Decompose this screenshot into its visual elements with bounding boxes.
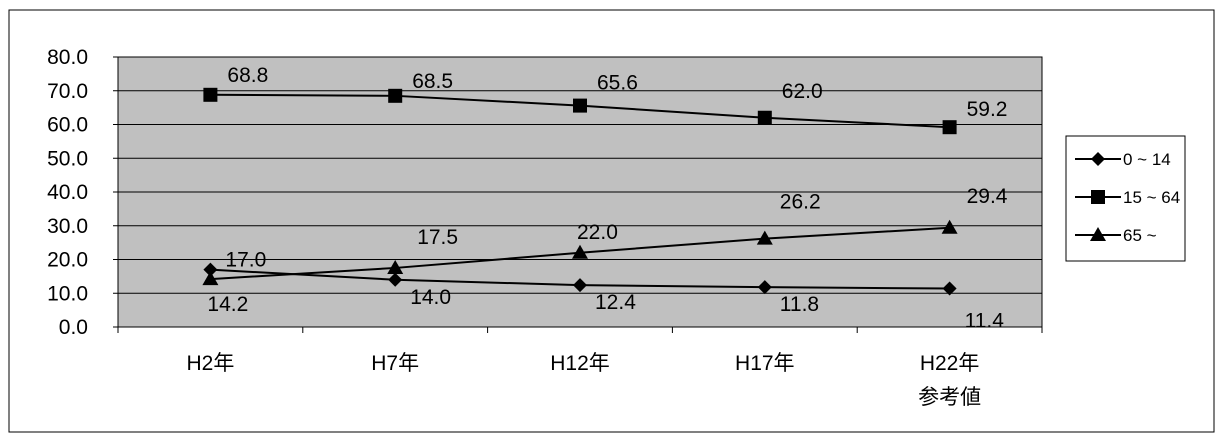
data-label: 68.8 [227,64,268,87]
data-label: 11.4 [965,310,1005,333]
triangle-marker [572,244,588,259]
diamond-marker [942,281,957,296]
y-tick-label: 30.0 [47,215,88,238]
axes: 0.0 10.0 20.0 30.0 40.0 50.0 60.0 70.0 80.0 H2年 H7… [47,46,1043,409]
triangle-marker [1090,227,1106,241]
diamond-marker [203,262,218,277]
data-label: 12.4 [595,291,636,314]
y-tick-label: 50.0 [47,147,88,170]
triangle-marker [202,271,219,286]
x-tick-label: H12年 [550,352,610,375]
gridlines [118,90,1042,294]
square-marker [942,120,957,135]
x-tick-label: H7年 [371,352,419,375]
legend-label: 0 ~ 14 [1123,150,1171,169]
series-lines [202,87,958,296]
x-tick-label: H2年 [186,352,234,375]
series-triangle [202,219,958,286]
data-label: 14.2 [207,293,248,316]
y-tick-label: 80.0 [47,46,88,69]
data-label: 59.2 [967,98,1008,121]
legend-item: 65 ~ [1075,226,1157,245]
square-marker [757,110,772,125]
x-tick-label: H17年 [735,352,795,375]
diamond-marker [573,278,587,293]
data-label: 14.0 [410,286,451,309]
legend: 0 ~ 14 15 ~ 64 65 ~ [1065,135,1186,262]
square-marker [1091,190,1105,204]
y-tick-label: 10.0 [47,282,88,305]
series-square [203,87,957,135]
data-label: 11.8 [780,293,819,316]
square-marker [203,87,218,102]
x-tick-label: 参考値 [918,386,981,409]
square-marker [573,98,587,113]
triangle-marker [756,230,773,245]
data-labels: 17.0 14.0 12.4 11.8 11.4 68.8 68.5 65.6 62.0 59.2… [207,64,1007,333]
data-label: 29.4 [967,185,1008,208]
y-tick-label: 20.0 [47,249,88,272]
legend-label: 65 ~ [1123,226,1157,245]
data-label: 62.0 [782,80,823,103]
x-tick-label: H22年 [920,352,980,375]
series-diamond [203,262,957,296]
y-tick-label: 60.0 [47,114,88,137]
legend-item: 0 ~ 14 [1075,150,1171,169]
square-marker [388,88,403,103]
data-label: 65.6 [597,72,638,95]
diamond-marker [757,280,772,295]
diamond-marker [388,272,403,287]
triangle-marker [387,259,404,274]
data-label: 68.5 [412,70,453,93]
y-tick-label: 0.0 [59,316,88,339]
legend-item: 15 ~ 64 [1075,188,1180,207]
data-label: 22.0 [577,221,618,244]
data-label: 17.5 [417,226,458,249]
legend-box [1065,135,1186,262]
triangle-marker [941,219,958,234]
legend-label: 15 ~ 64 [1123,188,1180,207]
data-label: 17.0 [225,249,266,272]
y-tick-label: 70.0 [47,80,88,103]
data-label: 26.2 [780,191,821,214]
diamond-marker [1091,152,1105,166]
y-tick-label: 40.0 [47,181,88,204]
